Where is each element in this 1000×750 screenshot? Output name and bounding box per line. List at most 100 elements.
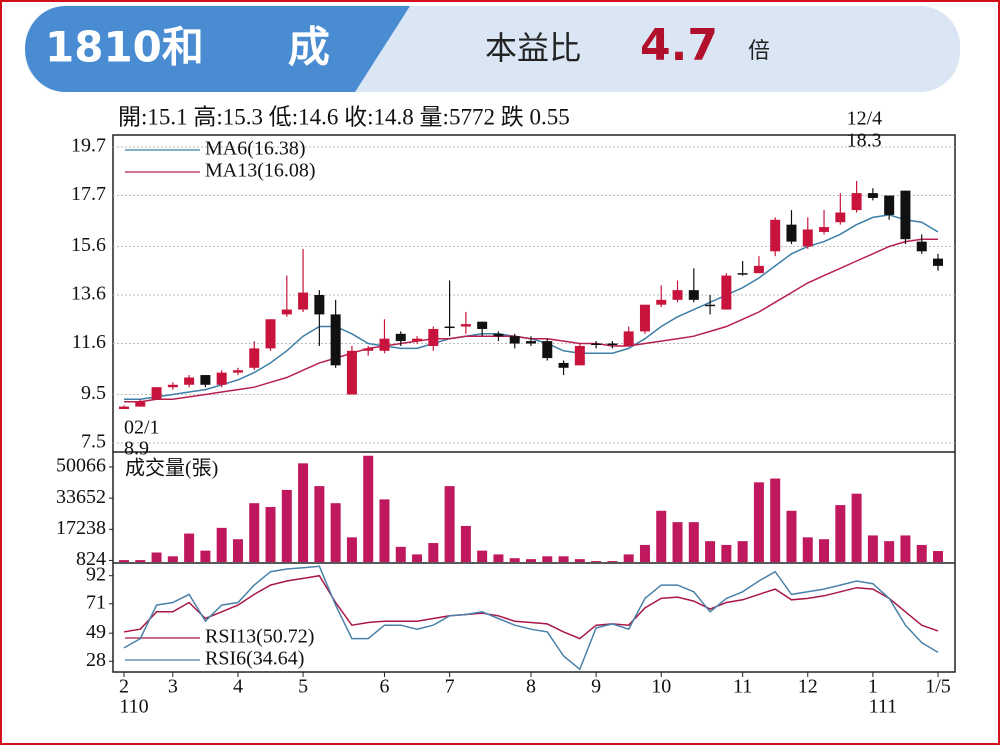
x-tick-label: 3 [168,676,178,698]
y-tick-label: 11.6 [72,331,106,353]
volume-bar [249,503,260,562]
candle-body [639,304,650,332]
candle-body [379,338,390,351]
volume-bar [558,556,569,562]
volume-bar [656,510,667,562]
y-tick-label: 50066 [56,455,106,477]
candle-body [363,348,374,351]
volume-bar [607,561,618,562]
volume-bar [737,541,748,562]
volume-bar [151,552,162,562]
volume-bar [916,544,927,562]
candle-body [232,370,243,373]
volume-bar [688,522,699,562]
volume-bar [542,556,553,562]
candle-body [526,341,536,344]
x-tick-label: 12 [798,676,818,698]
panel-title: 成交量(張) [125,457,218,480]
volume-bar [639,544,650,562]
candle-body [346,350,357,395]
pe-label: 本益比 [485,29,581,67]
x-year-label: 111 [869,696,898,718]
volume-bar [672,522,683,562]
annotation: 18.3 [847,130,882,152]
y-tick-label: 824 [76,548,106,570]
candle-body [428,328,439,346]
volume-bar [379,499,390,562]
volume-bar [184,533,195,562]
volume-bar [786,510,797,562]
candle-body [493,333,504,337]
volume-bar [395,546,406,562]
x-year-label: 110 [119,696,148,718]
volume-bar [314,486,325,562]
candle-body [412,338,423,342]
volume-bar [412,554,423,562]
volume-bar [509,558,520,562]
volume-bar [623,554,634,562]
volume-bar [460,525,471,562]
candle-body [574,345,585,366]
candle-body [167,384,178,388]
legend-label: RSI6(34.64) [205,648,304,670]
volume-bar [770,478,781,562]
y-tick-label: 15.6 [71,234,106,256]
y-tick-label: 49 [86,621,106,643]
annotation: 12/4 [847,108,883,130]
x-tick-label: 6 [379,676,389,698]
candle-body [835,212,846,223]
legend-label: MA6(16.38) [205,138,306,160]
volume-bar [444,486,455,562]
volume-bar [167,556,178,562]
candle-body [916,241,927,252]
volume-bar [851,493,862,562]
y-tick-label: 7.5 [81,431,106,453]
volume-bar [298,463,309,562]
candle-body [330,314,341,366]
volume-bar [721,544,732,562]
volume-bar [900,535,911,562]
volume-bar [200,550,211,562]
y-tick-label: 9.5 [81,382,106,404]
candle-body [135,401,146,407]
plot-frame [112,134,956,673]
x-tick-label: 9 [591,676,601,698]
y-tick-label: 33652 [56,486,106,508]
x-tick-label: 1/5 [925,676,951,698]
y-tick-label: 13.6 [71,283,106,305]
candle-body [802,229,813,247]
candle-body [900,190,911,240]
candle-body [933,258,943,266]
candle-body [265,319,276,349]
candle-body [591,343,602,346]
x-tick-label: 8 [526,676,536,698]
volume-bar [477,550,488,562]
volume-bar [232,539,243,562]
series-line [123,574,939,640]
candle-body [672,290,683,300]
candle-body [607,343,618,346]
candle-body [819,227,830,232]
candle-body [281,309,292,315]
legend-label: MA13(16.08) [205,160,316,182]
volume-bar [216,527,227,562]
pe-value: 4.7 [640,20,718,71]
volume-bar [493,554,504,562]
x-tick-label: 11 [733,676,752,698]
pe-unit: 倍 [748,39,770,64]
y-tick-label: 92 [86,563,106,585]
volume-bar [265,506,276,562]
candle-body [705,304,716,307]
volume-bar [753,482,764,562]
volume-bar [526,559,536,562]
candle-body [542,341,553,359]
candle-body [184,377,195,385]
y-tick-label: 17.7 [71,183,106,205]
stock-name: 1810和 成 [45,23,330,72]
y-tick-label: 28 [86,649,106,671]
volume-bar [119,560,129,562]
y-tick-label: 19.7 [71,135,106,157]
candle-body [298,292,309,310]
x-tick-label: 4 [233,676,243,698]
volume-bar [135,560,146,562]
